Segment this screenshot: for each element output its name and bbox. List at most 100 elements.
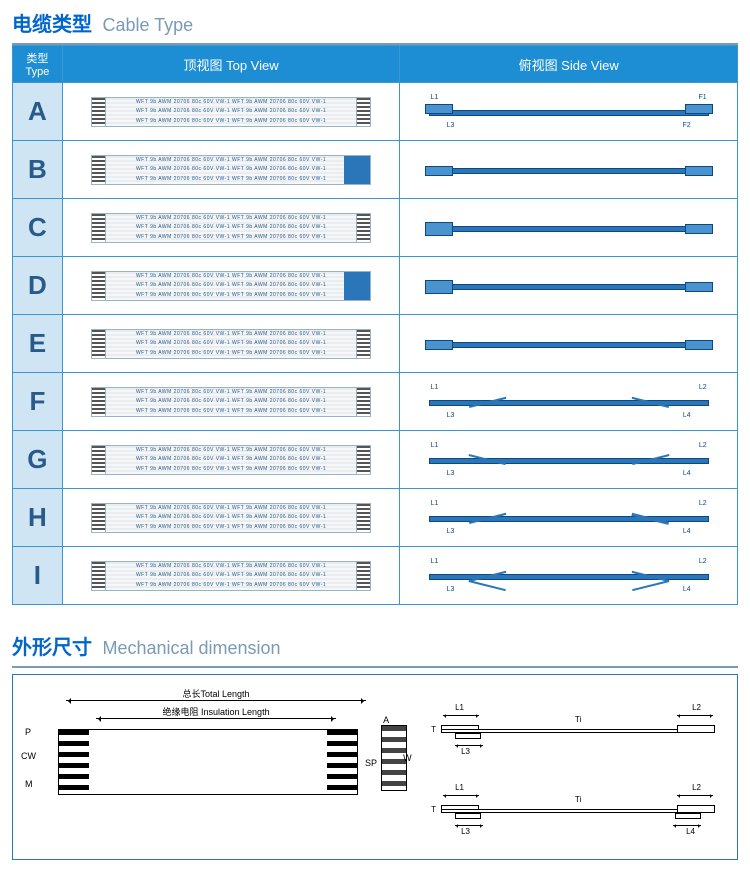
side-diagram-icon: L1F1L3F2 — [419, 92, 719, 132]
ffc-cable-icon: WFT 9b AWM 20706 80c 60V VW-1 WFT 9b AWM… — [91, 97, 371, 127]
section-title-cable-type: 电缆类型 Cable Type — [0, 0, 750, 41]
dim-line-total — [66, 700, 366, 701]
dim-l2b: L2 — [692, 783, 701, 792]
lbl-m: M — [25, 779, 33, 789]
table-row: E WFT 9b AWM 20706 80c 60V VW-1 WFT 9b AW… — [13, 315, 738, 373]
ffc-cable-icon: WFT 9b AWM 20706 80c 60V VW-1 WFT 9b AWM… — [91, 445, 371, 475]
sideview-f: L1L2L3L4 — [400, 373, 738, 431]
sideview-b — [400, 141, 738, 199]
mech-title-cn: 外形尺寸 — [12, 637, 92, 659]
side-diagram-icon: L1L2L3L4 — [419, 382, 719, 422]
topview-a: WFT 9b AWM 20706 80c 60V VW-1 WFT 9b AWM… — [62, 83, 400, 141]
table-row: G WFT 9b AWM 20706 80c 60V VW-1 WFT 9b AW… — [13, 431, 738, 489]
topview-e: WFT 9b AWM 20706 80c 60V VW-1 WFT 9b AWM… — [62, 315, 400, 373]
mech-underline — [12, 666, 738, 668]
type-label-a: A — [13, 83, 63, 141]
dim-t-b: T — [431, 805, 436, 814]
topview-d: WFT 9b AWM 20706 80c 60V VW-1 WFT 9b AWM… — [62, 257, 400, 315]
pad-br2 — [675, 813, 701, 819]
lbl-a: A — [383, 715, 389, 725]
dim-insulation-length: 绝缘电阻 Insulation Length — [66, 705, 366, 718]
cable-base2 — [441, 809, 715, 813]
side-diagram-icon — [419, 324, 719, 364]
pad-r2 — [677, 805, 715, 813]
type-label-g: G — [13, 431, 63, 489]
ffc-cable-icon: WFT 9b AWM 20706 80c 60V VW-1 WFT 9b AWM… — [91, 155, 371, 185]
type-label-b: B — [13, 141, 63, 199]
side-diagram-icon: L1L2L3L4 — [419, 556, 719, 596]
sideview-i: L1L2L3L4 — [400, 547, 738, 605]
type-label-e: E — [13, 315, 63, 373]
sideview-h: L1L2L3L4 — [400, 489, 738, 547]
dim-total-length: 总长Total Length — [66, 687, 366, 700]
dim-ti-b: Ti — [575, 795, 581, 804]
side-diagram-icon — [419, 208, 719, 248]
type-label-h: H — [13, 489, 63, 547]
ffc-cable-icon: WFT 9b AWM 20706 80c 60V VW-1 WFT 9b AWM… — [91, 329, 371, 359]
topview-f: WFT 9b AWM 20706 80c 60V VW-1 WFT 9b AWM… — [62, 373, 400, 431]
type-label-c: C — [13, 199, 63, 257]
mech-left-panel: 总长Total Length 绝缘电阻 Insulation Length P … — [25, 687, 407, 847]
cable-base — [441, 729, 715, 733]
lbl-p: P — [25, 727, 31, 737]
ffc-cable-icon: WFT 9b AWM 20706 80c 60V VW-1 WFT 9b AWM… — [91, 561, 371, 591]
header-sideview: 俯视图 Side View — [400, 46, 738, 83]
topview-h: WFT 9b AWM 20706 80c 60V VW-1 WFT 9b AWM… — [62, 489, 400, 547]
header-type: 类型Type — [13, 46, 63, 83]
pad-bl — [455, 733, 481, 739]
ffc-contacts-right — [327, 730, 357, 794]
lbl-cw: CW — [21, 751, 36, 761]
dim-l3a: L3 — [461, 747, 470, 756]
dim-line-insul — [96, 718, 336, 719]
sideview-d — [400, 257, 738, 315]
ffc-contacts-left — [59, 730, 89, 794]
side-dim-same: L1 L2 Ti T L3 — [431, 697, 725, 757]
header-topview: 顶视图 Top View — [62, 46, 400, 83]
sideview-e — [400, 315, 738, 373]
sideview-g: L1L2L3L4 — [400, 431, 738, 489]
type-label-d: D — [13, 257, 63, 315]
side-diagram-icon — [419, 150, 719, 190]
sideview-c — [400, 199, 738, 257]
side-diagram-icon — [419, 266, 719, 306]
dim-l1a: L1 — [455, 703, 464, 712]
table-row: A WFT 9b AWM 20706 80c 60V VW-1 WFT 9b AW… — [13, 83, 738, 141]
title-cn: 电缆类型 — [12, 14, 92, 36]
lbl-w: W — [403, 753, 412, 763]
pad-bl2 — [455, 813, 481, 819]
type-label-i: I — [13, 547, 63, 605]
side-diagram-icon: L1L2L3L4 — [419, 498, 719, 538]
dim-t-a: T — [431, 725, 436, 734]
pad-r — [677, 725, 715, 733]
ffc-main-diagram: SP — [58, 729, 358, 795]
section-title-mech: 外形尺寸 Mechanical dimension — [12, 623, 738, 664]
table-row: I WFT 9b AWM 20706 80c 60V VW-1 WFT 9b AW… — [13, 547, 738, 605]
cable-type-table: 类型Type 顶视图 Top View 俯视图 Side View A WFT 9… — [12, 45, 738, 605]
table-row: H WFT 9b AWM 20706 80c 60V VW-1 WFT 9b AW… — [13, 489, 738, 547]
side-dim-opposite: L1 L2 Ti T L3 L4 — [431, 777, 725, 837]
mech-title-en: Mechanical dimension — [102, 638, 280, 658]
sideview-a: L1F1L3F2 — [400, 83, 738, 141]
type-label-f: F — [13, 373, 63, 431]
side-diagram-icon: L1L2L3L4 — [419, 440, 719, 480]
title-en: Cable Type — [102, 15, 193, 35]
table-row: F WFT 9b AWM 20706 80c 60V VW-1 WFT 9b AW… — [13, 373, 738, 431]
table-row: D WFT 9b AWM 20706 80c 60V VW-1 WFT 9b AW… — [13, 257, 738, 315]
mech-dimension-box: 总长Total Length 绝缘电阻 Insulation Length P … — [12, 674, 738, 860]
dim-l1b: L1 — [455, 783, 464, 792]
dim-l3b: L3 — [461, 827, 470, 836]
ffc-cable-icon: WFT 9b AWM 20706 80c 60V VW-1 WFT 9b AWM… — [91, 271, 371, 301]
ffc-cable-icon: WFT 9b AWM 20706 80c 60V VW-1 WFT 9b AWM… — [91, 387, 371, 417]
dim-l2a: L2 — [692, 703, 701, 712]
topview-c: WFT 9b AWM 20706 80c 60V VW-1 WFT 9b AWM… — [62, 199, 400, 257]
topview-g: WFT 9b AWM 20706 80c 60V VW-1 WFT 9b AWM… — [62, 431, 400, 489]
table-row: B WFT 9b AWM 20706 80c 60V VW-1 WFT 9b AW… — [13, 141, 738, 199]
dim-l4b: L4 — [686, 827, 695, 836]
ffc-cable-icon: WFT 9b AWM 20706 80c 60V VW-1 WFT 9b AWM… — [91, 503, 371, 533]
mech-right-panel: L1 L2 Ti T L3 L1 L2 Ti T — [431, 687, 725, 847]
dim-ti-a: Ti — [575, 715, 581, 724]
topview-i: WFT 9b AWM 20706 80c 60V VW-1 WFT 9b AWM… — [62, 547, 400, 605]
table-row: C WFT 9b AWM 20706 80c 60V VW-1 WFT 9b AW… — [13, 199, 738, 257]
topview-b: WFT 9b AWM 20706 80c 60V VW-1 WFT 9b AWM… — [62, 141, 400, 199]
ffc-cable-icon: WFT 9b AWM 20706 80c 60V VW-1 WFT 9b AWM… — [91, 213, 371, 243]
